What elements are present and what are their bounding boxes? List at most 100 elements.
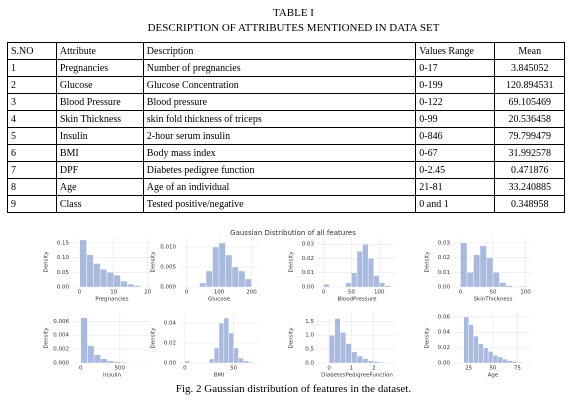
table-row: 4 Skin Thickness skin fold thickness of tr…	[7, 110, 565, 128]
table-cell: Insulin	[55, 127, 144, 145]
histogram-bar	[106, 272, 114, 288]
x-tick-label: 20	[144, 290, 151, 296]
table-title: TABLE I	[273, 7, 314, 19]
table-cell: 0-67	[415, 144, 496, 162]
histogram-bar	[362, 358, 369, 364]
header-cell: Values Range	[415, 42, 496, 60]
histogram-bar	[505, 285, 513, 288]
histogram-bar	[120, 280, 128, 288]
histogram-bar	[356, 251, 363, 288]
y-tick-label: 1.0	[305, 333, 314, 339]
table-cell: 0-846	[415, 127, 496, 145]
table-cell: Age	[55, 178, 144, 196]
histogram-bar	[373, 361, 380, 364]
histogram-bar	[228, 332, 234, 364]
histogram-bar	[248, 361, 254, 364]
histogram-bar	[384, 285, 391, 288]
table-cell: 1	[7, 59, 57, 77]
table-cell: 120.894531	[494, 76, 565, 94]
header-cell: Mean	[494, 42, 565, 60]
x-tick-label: 2	[372, 366, 376, 372]
histogram-bar	[460, 242, 468, 288]
histogram-bar	[486, 257, 494, 288]
table-cell: 69.105469	[494, 93, 565, 111]
figure: Gaussian Distribution of all features 0.…	[44, 229, 532, 379]
histogram-bar	[345, 282, 352, 288]
header-cell: S.NO	[7, 42, 57, 60]
table-cell: BMI	[55, 144, 144, 162]
histogram-bar	[127, 283, 135, 288]
x-tick-label: 0	[79, 366, 83, 372]
y-tick-label: 0.04	[438, 330, 451, 336]
histogram-bar	[379, 361, 386, 364]
table-cell: Body mass index	[142, 144, 417, 162]
y-tick-label: 0.02	[164, 341, 176, 347]
y-tick-label: 0.01	[302, 270, 314, 276]
y-tick-label: 0.002	[53, 347, 69, 353]
histogram-bar	[497, 356, 503, 364]
x-tick-label: 0	[327, 366, 331, 372]
histogram-bar	[466, 272, 474, 288]
y-tick-label: 0.02	[438, 345, 450, 351]
x-axis-label: Insulin	[103, 373, 122, 379]
y-tick-label: 0.15	[57, 240, 70, 246]
y-tick-label: 0.000	[53, 361, 69, 367]
x-tick-label: 0	[183, 366, 187, 372]
table-cell: Tested positive/negative	[142, 195, 417, 213]
x-axis-label: BMI	[214, 373, 225, 379]
x-tick-label: 0	[459, 290, 463, 296]
x-tick-label: 200	[246, 290, 257, 296]
x-tick-label: 0	[78, 290, 82, 296]
y-axis-label: Density	[151, 327, 157, 349]
y-tick-label: 0.0	[305, 361, 314, 367]
y-axis-label: Density	[425, 251, 431, 273]
x-tick-label: 0	[322, 290, 326, 296]
y-axis-label: Density	[289, 327, 295, 349]
x-tick-label: 10	[110, 290, 117, 296]
y-tick-label: 0.000	[160, 285, 176, 291]
x-axis-label: Age	[488, 373, 499, 379]
y-tick-label: 0.00	[438, 285, 451, 291]
table-row: 6 BMI Body mass index 0-67 31.992578	[7, 144, 565, 162]
table-cell: 21-81	[415, 178, 496, 196]
table-cell: 0 and 1	[415, 195, 496, 213]
x-tick-label: 100	[374, 290, 385, 296]
histogram-bar	[223, 317, 229, 364]
table-row: 3 Blood Pressure Blood pressure 0-122 69.105…	[7, 93, 565, 111]
table-cell: Age of an individual	[142, 178, 417, 196]
y-tick-label: 0.006	[53, 319, 69, 325]
histogram-bar	[351, 351, 358, 364]
histogram-bar	[231, 266, 239, 288]
header-cell: Attribute	[55, 42, 144, 60]
table-row: 9 Class Tested positive/negative 0 and 1 0.3…	[7, 195, 565, 213]
y-tick-label: 0.00	[438, 361, 451, 367]
x-tick-label: 75	[514, 366, 521, 372]
table-cell: Glucose	[55, 76, 144, 94]
x-tick-label: 25	[465, 366, 472, 372]
histogram-bar	[212, 246, 220, 288]
x-axis-label: DiabetesPedigreeFunction	[321, 373, 393, 379]
histogram-bar	[492, 272, 500, 288]
table-cell: 9	[7, 195, 57, 213]
histogram-bar	[517, 362, 523, 364]
histogram-bar	[113, 361, 121, 364]
x-tick-label: 50	[230, 366, 237, 372]
histogram-bar	[209, 358, 215, 364]
histogram-bar	[93, 263, 101, 288]
y-tick-label: 0.04	[164, 321, 177, 327]
table-cell: 0-99	[415, 110, 496, 128]
histogram-bar	[463, 316, 469, 364]
table-cell: 0.471876	[494, 161, 565, 179]
table-cell: Blood Pressure	[55, 93, 144, 111]
table-row: 2 Glucose Glucose Concentration 0-199 120.89…	[7, 76, 565, 94]
y-tick-label: 0.00	[302, 285, 315, 291]
histogram-bar	[87, 345, 95, 364]
x-tick-label: 50	[348, 290, 355, 296]
histogram-bar	[483, 347, 489, 364]
y-axis-label: Density	[44, 327, 50, 349]
y-tick-label: 0.00	[164, 361, 177, 367]
histogram-bar	[238, 357, 244, 364]
histogram-bar	[238, 270, 246, 288]
table-cell: Skin Thickness	[55, 110, 144, 128]
table-row: 1 Pregnancies Number of pregnancies 0-17 3.8…	[7, 59, 565, 77]
